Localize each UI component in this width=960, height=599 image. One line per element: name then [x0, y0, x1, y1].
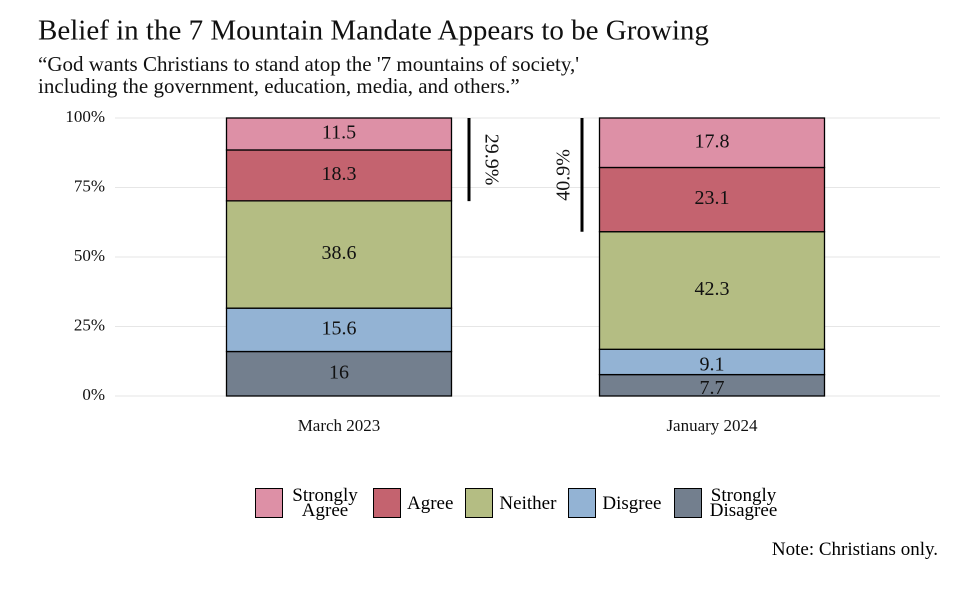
data-label: 38.6 [322, 242, 357, 264]
bar-segment [225, 200, 453, 309]
data-label: 42.3 [695, 278, 730, 300]
x-tick-label: January 2024 [666, 416, 758, 435]
legend-swatch [373, 488, 401, 519]
legend-label: Neither [499, 492, 557, 514]
legend-label: Strongly Disagree [709, 485, 778, 522]
legend-swatch [568, 488, 597, 519]
chart-subtitle: including the government, education, med… [38, 74, 520, 98]
legend-swatch [465, 488, 494, 519]
data-label: 9.1 [700, 354, 725, 376]
data-label: 16 [329, 361, 349, 383]
data-label: 18.3 [322, 163, 357, 185]
y-tick-label: 0% [82, 385, 105, 404]
note: Note: Christians only. [771, 539, 938, 560]
bar-segment [225, 350, 453, 397]
legend-label: Strongly Agree [292, 485, 358, 522]
chart-subtitle: “God wants Christians to stand atop the … [38, 52, 579, 76]
y-tick-label: 50% [74, 246, 105, 265]
data-label: 15.6 [322, 317, 357, 339]
legend-item: Neither [465, 488, 557, 519]
legend: Strongly Agree Agree Neither Disgree Strongl… [255, 485, 780, 522]
annotation-label: 40.9% [553, 149, 575, 201]
x-tick-label: March 2023 [298, 416, 381, 435]
data-label: 7.7 [700, 377, 725, 399]
legend-item: Strongly Disagree [673, 485, 780, 522]
data-label: 23.1 [695, 187, 730, 209]
legend-item: Disgree [568, 488, 662, 519]
bar-segment [225, 117, 453, 151]
bar-segment [598, 166, 826, 233]
legend-swatch [255, 488, 283, 519]
y-tick-label: 75% [74, 176, 105, 195]
legend-item: Agree [373, 488, 454, 519]
y-tick-label: 25% [74, 315, 105, 334]
chart-title: Belief in the 7 Mountain Mandate Appears… [38, 15, 709, 47]
bar-segment [225, 307, 453, 353]
data-label: 11.5 [322, 122, 356, 144]
data-label: 17.8 [695, 130, 730, 152]
legend-swatch [673, 488, 702, 519]
y-tick-label: 100% [65, 107, 105, 126]
bar-segment [598, 117, 826, 169]
legend-item: Strongly Agree [255, 485, 361, 522]
legend-label: Agree [407, 492, 454, 514]
annotation-label: 29.9% [480, 134, 502, 186]
legend-label: Disgree [602, 492, 662, 514]
